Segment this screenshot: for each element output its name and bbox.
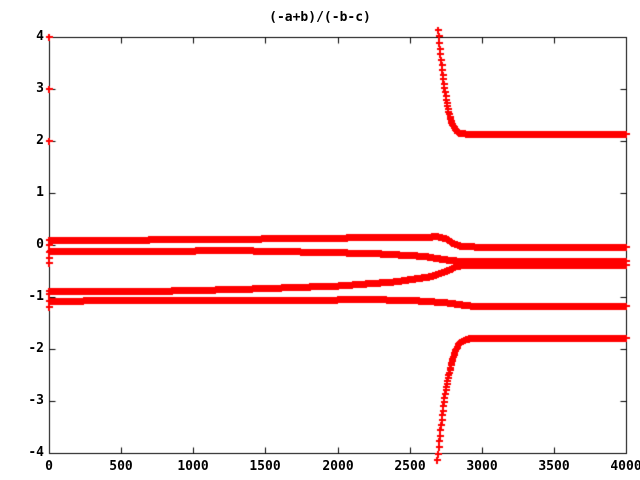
x-tick-label: 0: [45, 459, 53, 474]
y-tick-label: -2: [28, 341, 44, 356]
x-tick-label: 3000: [466, 459, 498, 474]
y-tick-label: -4: [28, 445, 44, 460]
y-tick-label: 2: [36, 133, 44, 148]
y-tick-label: 4: [36, 29, 44, 44]
x-tick-label: 500: [109, 459, 133, 474]
y-tick-label: 0: [36, 237, 44, 252]
x-tick-label: 1500: [249, 459, 281, 474]
chart-title: (-a+b)/(-b-c): [269, 10, 371, 25]
y-tick-label: -3: [28, 393, 44, 408]
y-tick-label: 3: [36, 81, 44, 96]
x-tick-label: 2000: [322, 459, 354, 474]
x-tick-label: 4000: [610, 459, 640, 474]
x-tick-label: 1000: [177, 459, 209, 474]
x-tick-label: 3500: [538, 459, 570, 474]
y-tick-label: 1: [36, 185, 44, 200]
x-tick-label: 2500: [394, 459, 426, 474]
y-tick-label: -1: [28, 289, 44, 304]
